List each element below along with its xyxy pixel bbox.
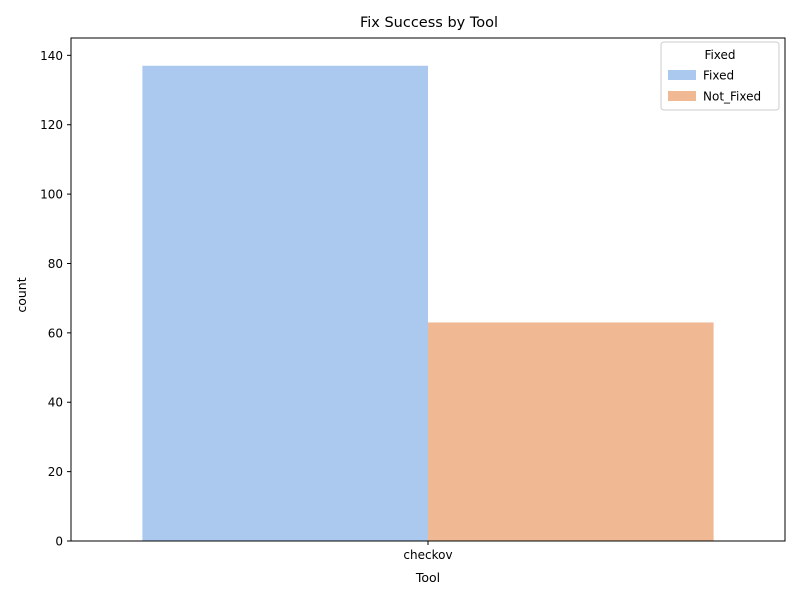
y-tick-label: 0 <box>55 535 63 549</box>
legend-swatch <box>668 91 696 101</box>
legend-label: Not_Fixed <box>703 90 761 104</box>
y-tick-label: 80 <box>48 257 63 271</box>
x-tick-label: checkov <box>403 548 452 562</box>
y-tick-label: 40 <box>48 396 63 410</box>
legend-title: Fixed <box>704 48 735 62</box>
legend-swatch <box>668 70 696 80</box>
bar-fixed-checkov <box>142 65 428 542</box>
legend-label: Fixed <box>703 69 734 83</box>
legend: Fixed Fixed Not_Fixed <box>660 41 780 111</box>
y-axis: 0 20 40 60 80 100 120 140 <box>40 49 71 549</box>
y-tick-label: 60 <box>48 326 63 340</box>
x-axis: checkov <box>403 541 453 562</box>
y-tick-label: 120 <box>40 118 63 132</box>
bar-not-fixed-checkov <box>428 322 714 541</box>
y-tick-label: 100 <box>40 188 63 202</box>
plot-area <box>70 37 786 542</box>
y-tick-label: 140 <box>40 49 63 63</box>
x-axis-label: Tool <box>415 570 440 585</box>
y-tick-label: 20 <box>48 465 63 479</box>
chart-title: Fix Success by Tool <box>360 15 498 31</box>
y-axis-label: count <box>14 277 29 312</box>
